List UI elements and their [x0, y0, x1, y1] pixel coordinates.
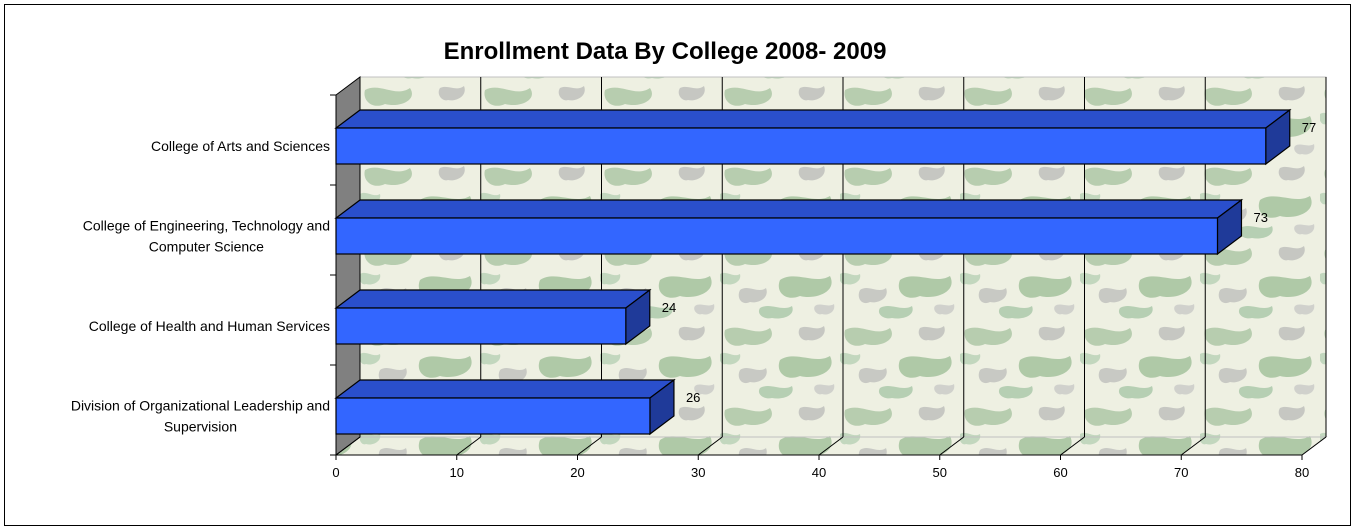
- floor-gridline: [818, 436, 844, 456]
- x-tick-label: 40: [812, 465, 826, 480]
- floor-gridline: [577, 436, 602, 456]
- x-tick-label: 20: [570, 465, 584, 480]
- floor-gridline: [335, 436, 361, 456]
- x-tick-label: 50: [933, 465, 947, 480]
- chart-title: Enrollment Data By College 2008- 2009: [443, 38, 887, 65]
- x-tick-label: 80: [1295, 465, 1309, 480]
- category-label-line: Division of Organizational Leadership an…: [71, 398, 330, 414]
- bar: [335, 217, 1219, 255]
- category-label-line: College of Health and Human Services: [89, 318, 330, 334]
- x-tick-label: 70: [1174, 465, 1188, 480]
- category-label-line: Supervision: [164, 419, 237, 435]
- bar: [335, 127, 1267, 165]
- bar-top: [334, 379, 676, 399]
- data-label: 73: [1253, 210, 1267, 225]
- x-tick-label: 0: [332, 465, 339, 480]
- category-label: College of Health and Human Services: [89, 318, 330, 334]
- bar: [335, 397, 651, 435]
- bar: [335, 307, 627, 345]
- floor-gridline: [939, 436, 965, 456]
- data-label: 26: [686, 390, 700, 405]
- x-tick-label: 10: [450, 465, 464, 480]
- category-label: Division of Organizational Leadership an…: [71, 398, 330, 435]
- floor-gridline: [456, 436, 482, 456]
- category-label-line: College of Arts and Sciences: [151, 138, 330, 154]
- category-label-line: College of Engineering, Technology and: [83, 218, 330, 234]
- category-label-line: Computer Science: [149, 239, 264, 255]
- category-label: College of Engineering, Technology and Co…: [83, 218, 330, 255]
- x-tick-label: 30: [691, 465, 705, 480]
- x-tick-label: 60: [1053, 465, 1067, 480]
- category-label: College of Arts and Sciences: [151, 138, 330, 154]
- data-label: 77: [1302, 120, 1316, 135]
- bar-top: [334, 109, 1292, 129]
- bar-top: [334, 199, 1244, 219]
- floor-gridline: [697, 436, 723, 456]
- floor-gridline: [1301, 436, 1327, 456]
- data-label: 24: [662, 300, 676, 315]
- bar-top: [334, 289, 652, 309]
- floor-gridline: [1180, 436, 1206, 456]
- floor-gridline: [1060, 436, 1085, 456]
